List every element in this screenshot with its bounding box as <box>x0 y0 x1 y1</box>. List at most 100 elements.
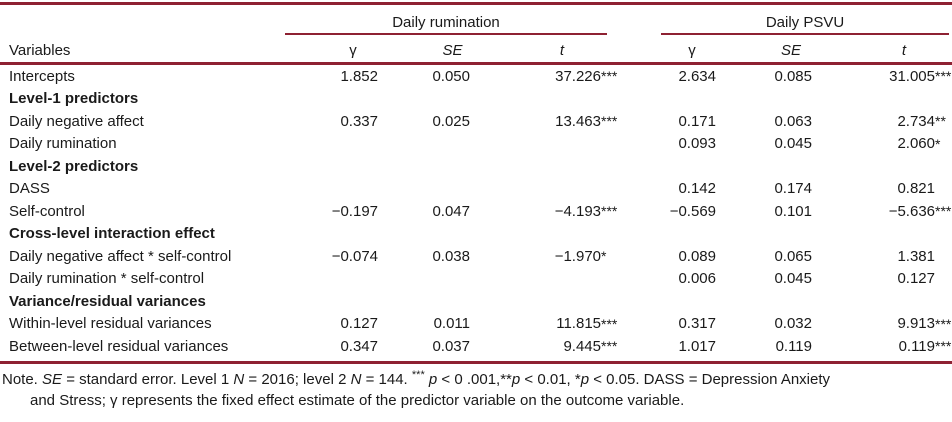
table-top-rule <box>0 2 952 5</box>
row-label: Cross-level interaction effect <box>9 225 215 243</box>
cell-t-rumination: 13.463 *** <box>555 112 618 130</box>
note-text: N <box>233 370 245 388</box>
cell-t-rumination: −4.193 *** <box>554 202 618 220</box>
note-text: p <box>511 370 521 388</box>
note-text: < 0 .001,** <box>437 370 512 388</box>
note-text: < 0.01, * <box>520 370 581 388</box>
cell-se-rumination: 0.025 <box>432 112 470 130</box>
table-row: Daily rumination * self-control 0.006 0.04… <box>0 268 952 291</box>
note-text: = 2016; level 2 <box>244 370 351 388</box>
cell-t-psvu: 0.127 <box>897 270 935 288</box>
table-note: Note. SE = standard error. Level 1 N = 2… <box>2 369 952 411</box>
table-row: Self-control −0.197 0.047 −4.193 *** −0.569 0.… <box>0 200 952 223</box>
row-label: Daily negative affect * self-control <box>9 247 232 265</box>
group-header-daily-psvu: Daily PSVU <box>661 5 949 35</box>
table-row: Within-level residual variances 0.127 0.01… <box>0 313 952 336</box>
cell-t-rumination: −1.970 * <box>554 247 607 265</box>
cell-gamma-rumination: 0.127 <box>340 315 378 333</box>
cell-t-psvu: 2.060 * <box>897 135 941 153</box>
column-header-gamma-psvu: γ <box>688 42 696 59</box>
table-mid-rule <box>0 62 952 65</box>
column-header-t-rumination: t <box>559 42 565 59</box>
note-text: p <box>580 370 590 388</box>
cell-se-psvu: 0.101 <box>774 202 812 220</box>
cell-t-psvu: 1.381 <box>897 247 935 265</box>
note-text: N <box>350 370 362 388</box>
cell-t-psvu: −5.636 *** <box>888 202 952 220</box>
cell-gamma-psvu: −0.569 <box>669 202 716 220</box>
table-row: Level-1 predictors <box>0 88 952 111</box>
cell-gamma-psvu: 2.634 <box>678 67 716 85</box>
cell-t-psvu: 0.821 <box>897 180 935 198</box>
group-header-spacer <box>0 5 285 35</box>
table-row: Daily negative affect * self-control −0.0… <box>0 245 952 268</box>
cell-t-rumination: 37.226 *** <box>555 67 618 85</box>
row-label: DASS <box>9 180 50 198</box>
row-label: Level-2 predictors <box>9 157 139 175</box>
cell-gamma-rumination: −0.197 <box>331 202 378 220</box>
row-label: Daily rumination <box>9 135 117 153</box>
note-text: < 0.05. DASS = Depression Anxiety <box>589 370 831 388</box>
cell-t-psvu: 2.734 ** <box>897 112 946 130</box>
cell-se-psvu: 0.065 <box>774 247 812 265</box>
column-header-row: Variables γ SE t γ SE t <box>0 35 952 62</box>
row-label: Variance/residual variances <box>9 292 206 310</box>
table-row: Daily negative affect 0.337 0.025 13.463 ***… <box>0 110 952 133</box>
note-text: = standard error. Level 1 <box>62 370 234 388</box>
cell-se-psvu: 0.045 <box>774 270 812 288</box>
table-bottom-rule <box>0 360 952 364</box>
cell-t-rumination: 11.815 *** <box>556 315 618 333</box>
row-label: Daily rumination * self-control <box>9 270 205 288</box>
row-label: Intercepts <box>9 67 75 85</box>
note-line: and Stress; γ represents the fixed effec… <box>2 390 952 411</box>
note-text: *** <box>411 368 425 381</box>
group-gap <box>620 5 660 35</box>
cell-gamma-psvu: 0.093 <box>678 135 716 153</box>
table-row: Intercepts 1.852 0.050 37.226 *** 2.634 0.085 3… <box>0 65 952 88</box>
table-row: DASS 0.142 0.174 0.821 <box>0 178 952 201</box>
row-label: Daily negative affect <box>9 112 144 130</box>
note-text: and Stress; γ represents the fixed effec… <box>30 391 685 409</box>
cell-se-rumination: 0.037 <box>432 337 470 355</box>
column-header-variables: Variables <box>9 42 71 59</box>
table-row: Daily rumination 0.093 0.045 2.060 * <box>0 133 952 156</box>
row-label: Level-1 predictors <box>9 90 139 108</box>
cell-gamma-psvu: 0.142 <box>678 180 716 198</box>
row-label: Within-level residual variances <box>9 315 212 333</box>
cell-se-psvu: 0.085 <box>774 67 812 85</box>
cell-t-psvu: 9.913 *** <box>897 315 952 333</box>
row-label: Between-level residual variances <box>9 337 229 355</box>
cell-gamma-psvu: 0.317 <box>678 315 716 333</box>
column-header-se-psvu: SE <box>780 42 801 59</box>
cell-se-psvu: 0.063 <box>774 112 812 130</box>
column-header-gap <box>620 35 660 62</box>
cell-t-psvu: 31.005 *** <box>889 67 952 85</box>
table-row: Cross-level interaction effect <box>0 223 952 246</box>
cell-gamma-psvu: 0.089 <box>678 247 716 265</box>
note-text: p <box>428 370 438 388</box>
cell-gamma-psvu: 0.171 <box>678 112 716 130</box>
cell-t-psvu: 0.119 *** <box>898 337 952 355</box>
cell-se-psvu: 0.045 <box>774 135 812 153</box>
cell-gamma-rumination: 0.347 <box>340 337 378 355</box>
column-header-t-psvu: t <box>901 42 907 59</box>
note-line: Note. SE = standard error. Level 1 N = 2… <box>2 369 952 390</box>
table-row: Variance/residual variances <box>0 290 952 313</box>
cell-gamma-rumination: 1.852 <box>340 67 378 85</box>
cell-gamma-rumination: −0.074 <box>331 247 378 265</box>
table-row: Between-level residual variances 0.347 0.0… <box>0 335 952 358</box>
table-row: Level-2 predictors <box>0 155 952 178</box>
row-label: Self-control <box>9 202 85 220</box>
group-header-daily-rumination: Daily rumination <box>285 5 607 35</box>
column-header-gamma-rumination: γ <box>349 42 357 59</box>
cell-se-psvu: 0.032 <box>774 315 812 333</box>
cell-se-rumination: 0.011 <box>433 315 470 333</box>
note-text: Note. <box>2 370 43 388</box>
cell-gamma-rumination: 0.337 <box>340 112 378 130</box>
table-body: Intercepts 1.852 0.050 37.226 *** 2.634 0.085 3… <box>0 65 952 358</box>
column-header-se-rumination: SE <box>442 42 463 59</box>
cell-gamma-psvu: 1.017 <box>678 337 716 355</box>
cell-se-rumination: 0.050 <box>432 67 470 85</box>
cell-se-psvu: 0.119 <box>775 337 812 355</box>
